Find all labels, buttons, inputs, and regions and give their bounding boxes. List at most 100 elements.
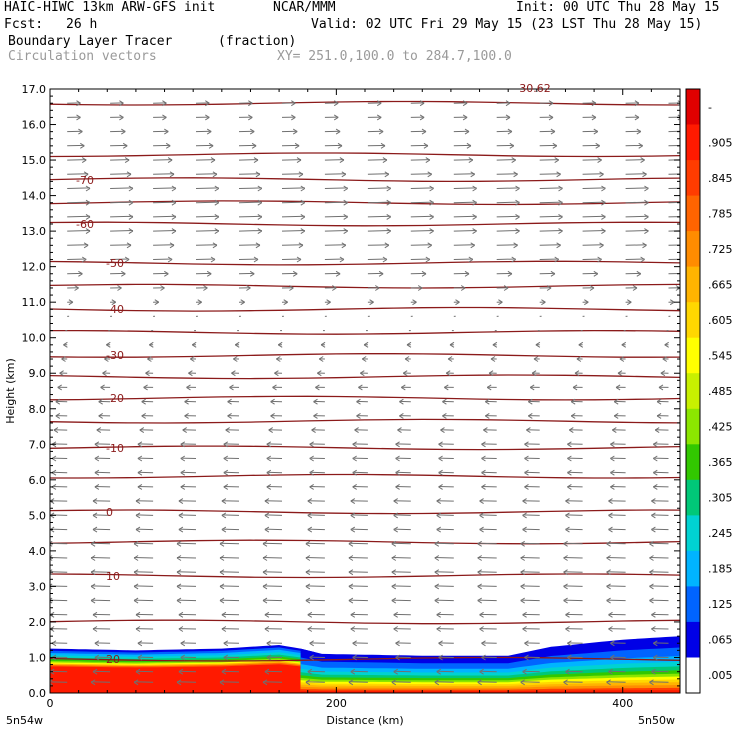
wind-vector-head: [472, 185, 477, 192]
wind-vector-head: [427, 171, 432, 178]
wind-vector-head: [266, 469, 272, 476]
wind-vector-head: [627, 299, 632, 306]
wind-vector: [281, 201, 305, 204]
wind-vector-head: [481, 441, 486, 448]
wind-vector: [539, 159, 559, 161]
wind-vector: [110, 201, 133, 204]
wind-vector: [348, 681, 368, 683]
y-axis: 0.0 1.0 2.0 3.0 4.0 5.0 6.0 7.0 8.0 9.0 10.0 11.0 12…: [22, 83, 680, 700]
wind-vector: [367, 230, 391, 232]
wind-vector-head: [528, 412, 533, 419]
wind-vector-head: [55, 398, 61, 405]
wind-vector: [367, 258, 387, 260]
wind-vector-head: [477, 597, 482, 604]
wind-vector-head: [169, 242, 175, 249]
wind-vector-head: [309, 640, 314, 647]
wind-vector-head: [558, 213, 563, 220]
wind-vector-head: [391, 569, 397, 576]
colorbar-label: .365: [708, 456, 733, 469]
wind-vector: [110, 258, 130, 260]
wind-vector-head: [339, 256, 345, 263]
wind-vector-head: [565, 626, 570, 632]
wind-vector-head: [615, 384, 621, 391]
wind-vector-head: [214, 199, 220, 206]
wind-vector-head: [567, 654, 572, 661]
wind-vector: [195, 244, 217, 246]
wind-vector: [110, 244, 132, 246]
wind-vector-head: [135, 498, 141, 505]
contour-label: 0: [106, 506, 113, 519]
wind-vector-head: [223, 455, 229, 462]
wind-vector-head: [169, 171, 175, 178]
wind-vector-head: [429, 213, 434, 220]
wind-vector-head: [219, 597, 225, 604]
wind-vector-head: [376, 114, 382, 121]
wind-vector-head: [656, 412, 662, 419]
wind-vector-head: [292, 270, 298, 277]
wind-vector-head: [264, 611, 270, 618]
colorbar-swatch: [686, 89, 700, 125]
colorbar-label: .305: [708, 492, 733, 505]
temperature-contour: [50, 656, 680, 662]
wind-vector-head: [669, 299, 675, 306]
wind-vector: [539, 244, 561, 246]
wind-vector-head: [395, 469, 400, 476]
wind-vector-head: [350, 626, 356, 632]
wind-vector-head: [606, 583, 611, 590]
colorbar-label: .605: [708, 314, 733, 327]
wind-vector: [477, 557, 497, 559]
wind-vector-head: [264, 626, 270, 632]
wind-vector-head: [399, 412, 404, 419]
temperature-contour: [50, 177, 680, 183]
wind-vector: [391, 585, 411, 587]
wind-vector-head: [658, 384, 664, 391]
wind-vector-head: [135, 668, 141, 675]
wind-vector: [391, 681, 411, 683]
wind-vector: [219, 571, 240, 573]
wind-vector-head: [106, 341, 111, 348]
y-tick-label: 3.0: [29, 580, 47, 593]
wind-vector-head: [197, 299, 202, 306]
wind-vector: [350, 514, 368, 516]
wind-vector-head: [262, 569, 268, 576]
wind-vector: [520, 599, 540, 602]
wind-vector-head: [249, 128, 255, 135]
wind-vector-head: [350, 498, 356, 505]
wind-vector: [153, 244, 175, 246]
wind-vector: [625, 187, 649, 189]
wind-vector-head: [137, 441, 143, 448]
wind-vector-head: [565, 611, 570, 618]
wind-vector-head: [117, 285, 122, 291]
wind-vector-head: [102, 370, 107, 377]
wind-vector-head: [511, 256, 516, 263]
wind-vector-head: [634, 114, 640, 121]
temperature-contour: [50, 473, 680, 479]
wind-vector-head: [74, 285, 79, 291]
wind-vector-head: [221, 526, 227, 533]
wind-vector-head: [597, 256, 602, 263]
wind-vector-head: [94, 640, 100, 647]
wind-vector-head: [402, 370, 408, 377]
wind-vector-head: [350, 526, 356, 533]
wind-vector: [608, 670, 626, 673]
wind-vector: [453, 173, 475, 175]
wind-vector-head: [137, 654, 143, 661]
wind-vector-head: [352, 640, 357, 647]
wind-vector-head: [468, 157, 474, 164]
wind-vector-head: [358, 384, 363, 391]
wind-vector: [153, 215, 176, 218]
wind-vector-head: [662, 356, 668, 362]
wind-vector-head: [309, 469, 314, 476]
wind-vector: [582, 201, 606, 204]
wind-vector-head: [289, 285, 294, 291]
wind-vector-head: [212, 171, 218, 178]
wind-vector-head: [221, 512, 227, 519]
wind-vector-head: [511, 157, 516, 164]
wind-vector-head: [133, 597, 139, 604]
wind-vector: [324, 159, 344, 161]
wind-vector: [453, 258, 473, 260]
wind-vector-head: [436, 512, 441, 519]
wind-vector-head: [558, 185, 563, 192]
wind-vector-head: [208, 142, 214, 149]
wind-vector: [348, 557, 368, 559]
